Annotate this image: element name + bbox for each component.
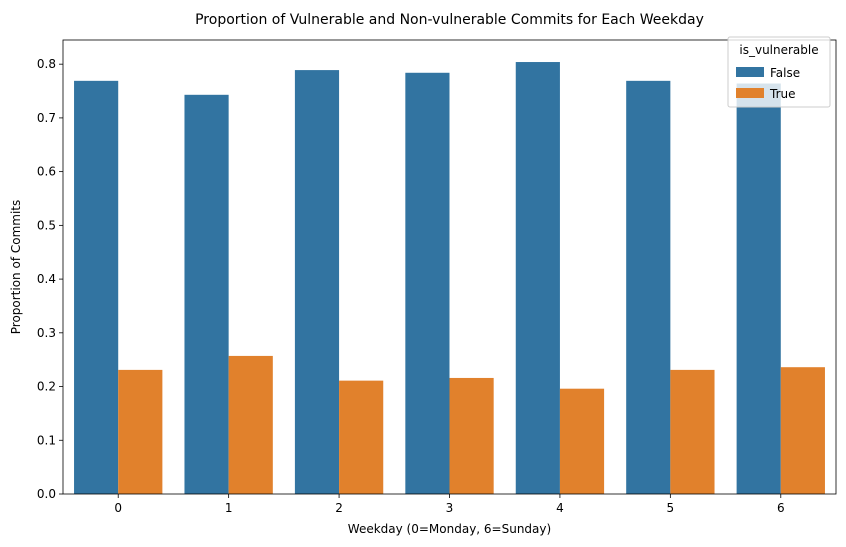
x-tick-label: 2 xyxy=(335,501,343,515)
x-axis: 0 1 2 3 4 5 6 xyxy=(114,494,785,515)
x-tick-label: 4 xyxy=(556,501,564,515)
legend-swatch-false xyxy=(736,67,764,77)
plot-frame xyxy=(62,39,837,495)
bar-false-3 xyxy=(405,72,450,495)
x-tick-label: 3 xyxy=(446,501,454,515)
y-tick-label: 0.1 xyxy=(37,433,56,447)
y-axis: 0.0 0.1 0.2 0.3 0.4 0.5 0.6 0.7 0.8 xyxy=(37,57,63,501)
bar-true-5 xyxy=(670,369,715,494)
bar-true-2 xyxy=(339,380,384,494)
bar-true-4 xyxy=(559,388,605,494)
bar-false-0 xyxy=(74,80,119,495)
bar-false-5 xyxy=(626,80,671,495)
bar-false-6 xyxy=(736,83,781,494)
bar-false-2 xyxy=(294,70,340,494)
y-tick-label: 0.3 xyxy=(37,326,56,340)
y-tick-label: 0.8 xyxy=(37,57,56,71)
x-tick-label: 0 xyxy=(114,501,122,515)
legend-label-true: True xyxy=(769,87,796,101)
y-tick-label: 0.0 xyxy=(37,487,56,501)
y-axis-label: Proportion of Commits xyxy=(9,200,23,335)
y-tick-label: 0.7 xyxy=(37,111,56,125)
bar-true-3 xyxy=(449,377,494,494)
legend-title: is_vulnerable xyxy=(739,43,818,57)
y-tick-label: 0.5 xyxy=(37,218,56,232)
y-tick-label: 0.2 xyxy=(37,380,56,394)
x-axis-label: Weekday (0=Monday, 6=Sunday) xyxy=(348,522,551,536)
bar-true-1 xyxy=(228,355,273,494)
y-tick-label: 0.6 xyxy=(37,165,56,179)
legend: is_vulnerable False True xyxy=(727,36,831,108)
bars-group xyxy=(74,62,825,495)
chart-title: Proportion of Vulnerable and Non-vulnera… xyxy=(195,12,704,28)
x-tick-label: 1 xyxy=(225,501,233,515)
legend-label-false: False xyxy=(770,66,800,80)
y-tick-label: 0.4 xyxy=(37,272,56,286)
bar-true-6 xyxy=(780,367,825,494)
bar-false-1 xyxy=(184,94,229,494)
bar-false-4 xyxy=(515,62,560,494)
x-tick-label: 6 xyxy=(777,501,785,515)
x-tick-label: 5 xyxy=(667,501,675,515)
bar-true-0 xyxy=(118,369,163,494)
legend-swatch-true xyxy=(736,88,764,98)
